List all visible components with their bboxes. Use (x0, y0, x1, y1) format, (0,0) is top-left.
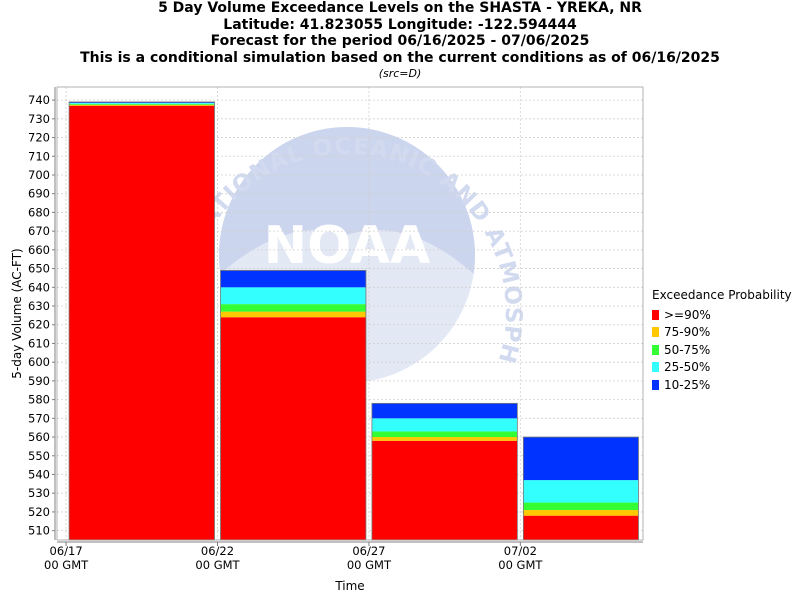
y-tick-label: 540 (28, 467, 50, 481)
y-tick-label: 520 (28, 505, 50, 519)
x-tick-label-time: 00 GMT (44, 558, 89, 572)
bar-segment-2550 (220, 287, 366, 305)
legend-item: >=90% (652, 306, 792, 324)
y-tick-label: 700 (28, 168, 50, 182)
y-tick-label: 650 (28, 262, 50, 276)
legend-swatch (652, 327, 659, 338)
bar-segment-5075 (371, 431, 518, 438)
y-tick-label: 610 (28, 336, 50, 350)
chart-title-block: 5 Day Volume Exceedance Levels on the SH… (0, 0, 800, 81)
y-tick-label: 560 (28, 430, 50, 444)
bar-segment-1025 (69, 101, 215, 103)
bar-segment-2550 (523, 480, 639, 503)
bar-segment-1025 (220, 270, 366, 288)
bar-segment-1025 (371, 403, 518, 419)
x-axis-title: Time (334, 579, 364, 593)
bar-segment-7590 (69, 104, 215, 106)
source-note: (src=D) (378, 67, 422, 80)
bar-segment-90 (69, 105, 215, 541)
bar-3 (371, 402, 518, 541)
legend: Exceedance Probability >=90% 75-90% 50-75%… (652, 288, 792, 394)
legend-label: >=90% (664, 307, 711, 322)
y-tick-label: 620 (28, 318, 50, 332)
bar-segment-5075 (69, 103, 215, 105)
x-tick-label-time: 00 GMT (498, 558, 543, 572)
y-tick-label: 550 (28, 449, 50, 463)
bar-segment-2550 (371, 418, 518, 432)
x-tick-label-date: 06/27 (352, 544, 385, 558)
legend-item: 75-90% (652, 324, 792, 342)
chart-title-line-1: 5 Day Volume Exceedance Levels on the SH… (158, 0, 642, 16)
bar-segment-1025 (523, 437, 639, 481)
legend-label: 25-50% (664, 360, 711, 375)
bar-segment-2550 (69, 102, 215, 104)
legend-swatch (652, 379, 659, 390)
bar-segment-7590 (220, 311, 366, 318)
y-tick-label: 640 (28, 280, 50, 294)
y-tick-label: 730 (28, 112, 50, 126)
bar-segment-90 (371, 440, 518, 540)
x-tick-label-date: 07/02 (504, 544, 537, 558)
axes-group: 510 520 530 540 550 560 570 580 590 600 610 620 630 6… (10, 86, 644, 593)
chart-title-line-4: This is a conditional simulation based o… (80, 49, 720, 66)
y-tick-label: 680 (28, 205, 50, 219)
y-axis-title: 5-day Volume (AC-FT) (10, 248, 24, 378)
y-tick-label: 570 (28, 411, 50, 425)
legend-items: >=90% 75-90% 50-75% 25-50% 10-25% (652, 306, 792, 394)
y-tick-label: 690 (28, 187, 50, 201)
chart-title-line-3: Forecast for the period 06/16/2025 - 07/… (210, 33, 590, 49)
legend-item: 50-75% (652, 341, 792, 359)
y-tick-label: 710 (28, 149, 50, 163)
y-tick-label: 530 (28, 486, 50, 500)
x-tick-label-date: 06/17 (50, 544, 83, 558)
watermark-gull-shape (219, 127, 475, 275)
bar-segment-7590 (371, 437, 518, 441)
y-tick-label: 580 (28, 393, 50, 407)
legend-label: 10-25% (664, 377, 711, 392)
bar-segment-5075 (523, 502, 639, 511)
bar-segment-90 (523, 515, 639, 540)
y-tick-label: 720 (28, 131, 50, 145)
y-tick-label: 590 (28, 374, 50, 388)
watermark-logo-text: NOAA (264, 216, 431, 276)
legend-title: Exceedance Probability (652, 288, 792, 302)
y-tick-label: 600 (28, 355, 50, 369)
bar-segment-7590 (523, 510, 639, 516)
legend-swatch (652, 362, 659, 373)
bars-group (68, 101, 639, 541)
x-tick-label-date: 06/22 (201, 544, 234, 558)
y-tick-label: 670 (28, 224, 50, 238)
bar-segment-5075 (220, 304, 366, 312)
y-tick-label: 740 (28, 93, 50, 107)
x-tick-label-time: 00 GMT (195, 558, 240, 572)
plot-border (56, 86, 644, 541)
bar-segment-90 (220, 317, 366, 540)
chart-title-line-2: Latitude: 41.823055 Longitude: -122.5944… (223, 16, 577, 33)
x-tick-label-time: 00 GMT (347, 558, 392, 572)
bar-1 (68, 101, 215, 541)
legend-item: 10-25% (652, 376, 792, 394)
y-tick-label: 660 (28, 243, 50, 257)
bar-2 (220, 270, 367, 541)
y-tick-label: 630 (28, 299, 50, 313)
legend-label: 75-90% (664, 325, 711, 340)
bar-4 (522, 436, 639, 541)
legend-item: 25-50% (652, 359, 792, 377)
legend-swatch (652, 344, 659, 355)
y-tick-label: 510 (28, 524, 50, 538)
legend-swatch (652, 309, 659, 320)
legend-label: 50-75% (664, 342, 711, 357)
